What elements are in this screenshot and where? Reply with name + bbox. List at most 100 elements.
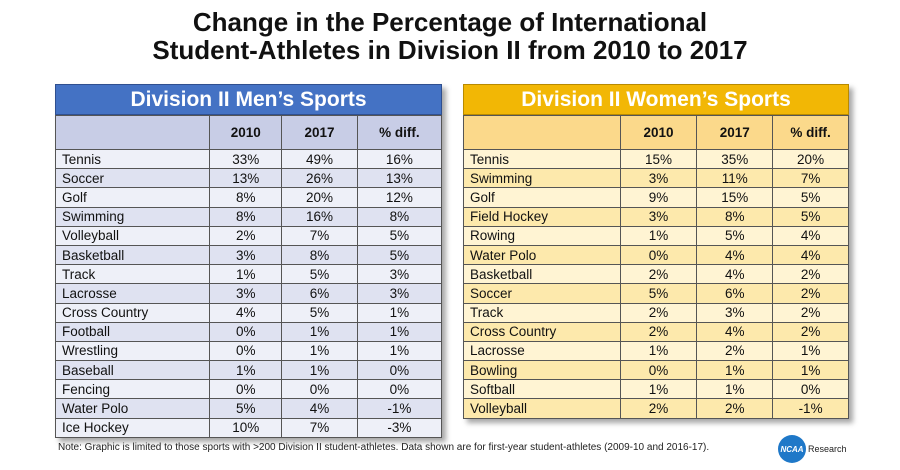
- table-row: Soccer 13% 26% 13%: [54, 168, 443, 189]
- table-cell: 5%: [356, 225, 443, 246]
- table-cell: -1%: [772, 398, 849, 419]
- mens-sports-table: Division II Men’s Sports 2010 2017% diff.…: [54, 84, 443, 438]
- table-cell: 4%: [772, 244, 849, 266]
- table-cell: 13%: [209, 168, 283, 189]
- table-cell: 7%: [772, 168, 849, 189]
- table-cell: 1%: [619, 225, 698, 246]
- table-row: Field Hockey 3% 8% 5%: [463, 206, 849, 227]
- table-row: Volleyball 2% 2% -1%: [463, 398, 849, 419]
- sport-name: Soccer: [54, 168, 211, 189]
- table-cell: 0%: [356, 360, 443, 381]
- sport-name: Baseball: [54, 360, 211, 381]
- table-row: Water Polo 5% 4% -1%: [54, 398, 443, 419]
- table-cell: 2%: [696, 340, 774, 362]
- table-cell: 33%: [209, 148, 283, 170]
- sport-name: Wrestling: [54, 340, 211, 362]
- table-cell: 0%: [356, 379, 443, 400]
- sport-name: Track: [54, 264, 211, 285]
- table-cell: 20%: [281, 187, 358, 208]
- table-cell: 3%: [619, 206, 698, 227]
- table-row: Football 0% 1% 1%: [54, 321, 443, 342]
- sport-name: Field Hockey: [463, 206, 621, 227]
- table-cell: 16%: [281, 206, 358, 227]
- column-header: 2010: [209, 115, 283, 150]
- table-cell: 7%: [281, 417, 358, 438]
- table-cell: 8%: [209, 187, 283, 208]
- table-cell: 3%: [619, 168, 698, 189]
- table-cell: 8%: [696, 206, 774, 227]
- table-row: Rowing 1% 5% 4%: [463, 225, 849, 246]
- table-cell: 1%: [209, 264, 283, 285]
- table-cell: 10%: [209, 417, 283, 438]
- column-header: 2010: [619, 115, 698, 150]
- table-cell: 8%: [281, 244, 358, 266]
- table-cell: 4%: [696, 264, 774, 285]
- sport-name: Ice Hockey: [54, 417, 211, 438]
- table-cell: 4%: [696, 244, 774, 266]
- table-cell: 1%: [209, 360, 283, 381]
- table-cell: 1%: [281, 340, 358, 362]
- table-cell: 0%: [772, 379, 849, 400]
- table-title: Division II Women’s Sports: [463, 84, 849, 115]
- column-header: [54, 115, 211, 150]
- sport-name: Golf: [463, 187, 621, 208]
- table-row: Softball 1% 1% 0%: [463, 379, 849, 400]
- table-cell: 2%: [772, 302, 849, 323]
- table-cell: 1%: [619, 379, 698, 400]
- table-cell: 0%: [619, 360, 698, 381]
- sport-name: Swimming: [54, 206, 211, 227]
- table-row: Soccer 5% 6% 2%: [463, 283, 849, 304]
- table-row: Lacrosse 3% 6% 3%: [54, 283, 443, 304]
- table-cell: 3%: [209, 283, 283, 304]
- ncaa-logo-icon: NCAA: [778, 435, 806, 463]
- table-row: Baseball 1% 1% 0%: [54, 360, 443, 381]
- table-cell: 49%: [281, 148, 358, 170]
- table-row: Ice Hockey 10% 7% -3%: [54, 417, 443, 438]
- table-cell: 5%: [772, 187, 849, 208]
- table-cell: 15%: [619, 148, 698, 170]
- table-cell: 2%: [209, 225, 283, 246]
- sport-name: Tennis: [463, 148, 621, 170]
- column-header: % diff.: [356, 115, 443, 150]
- table-cell: 2%: [619, 321, 698, 342]
- table-title: Division II Men’s Sports: [55, 84, 442, 115]
- table-row: Basketball 3% 8% 5%: [54, 244, 443, 266]
- table-cell: 1%: [356, 302, 443, 323]
- column-header: 2017: [696, 115, 774, 150]
- sport-name: Water Polo: [54, 398, 211, 419]
- table-cell: 2%: [619, 264, 698, 285]
- table-row: Water Polo 0% 4% 4%: [463, 244, 849, 266]
- table-row: Cross Country 4% 5% 1%: [54, 302, 443, 323]
- column-header: 2017: [281, 115, 358, 150]
- table-cell: 1%: [356, 321, 443, 342]
- table-cell: 3%: [356, 264, 443, 285]
- table-cell: 0%: [619, 244, 698, 266]
- table-cell: 3%: [356, 283, 443, 304]
- sport-name: Fencing: [54, 379, 211, 400]
- table-cell: 2%: [619, 398, 698, 419]
- sport-name: Lacrosse: [463, 340, 621, 362]
- footnote: Note: Graphic is limited to those sports…: [58, 442, 710, 453]
- table-row: Track 1% 5% 3%: [54, 264, 443, 285]
- table-cell: 2%: [619, 302, 698, 323]
- table-cell: 13%: [356, 168, 443, 189]
- table-row: Tennis 15% 35% 20%: [463, 148, 849, 170]
- table-row: Swimming 8% 16% 8%: [54, 206, 443, 227]
- table-cell: 5%: [281, 302, 358, 323]
- sport-name: Basketball: [54, 244, 211, 266]
- table-cell: 35%: [696, 148, 774, 170]
- sport-name: Rowing: [463, 225, 621, 246]
- table-cell: 5%: [696, 225, 774, 246]
- sport-name: Soccer: [463, 283, 621, 304]
- sport-name: Cross Country: [463, 321, 621, 342]
- table-cell: 5%: [619, 283, 698, 304]
- table-row: Wrestling 0% 1% 1%: [54, 340, 443, 362]
- table-cell: 8%: [209, 206, 283, 227]
- table-cell: 0%: [209, 321, 283, 342]
- column-header: [463, 115, 621, 150]
- table-cell: 7%: [281, 225, 358, 246]
- table-cell: 9%: [619, 187, 698, 208]
- table-cell: 4%: [209, 302, 283, 323]
- sport-name: Volleyball: [463, 398, 621, 419]
- table-cell: -1%: [356, 398, 443, 419]
